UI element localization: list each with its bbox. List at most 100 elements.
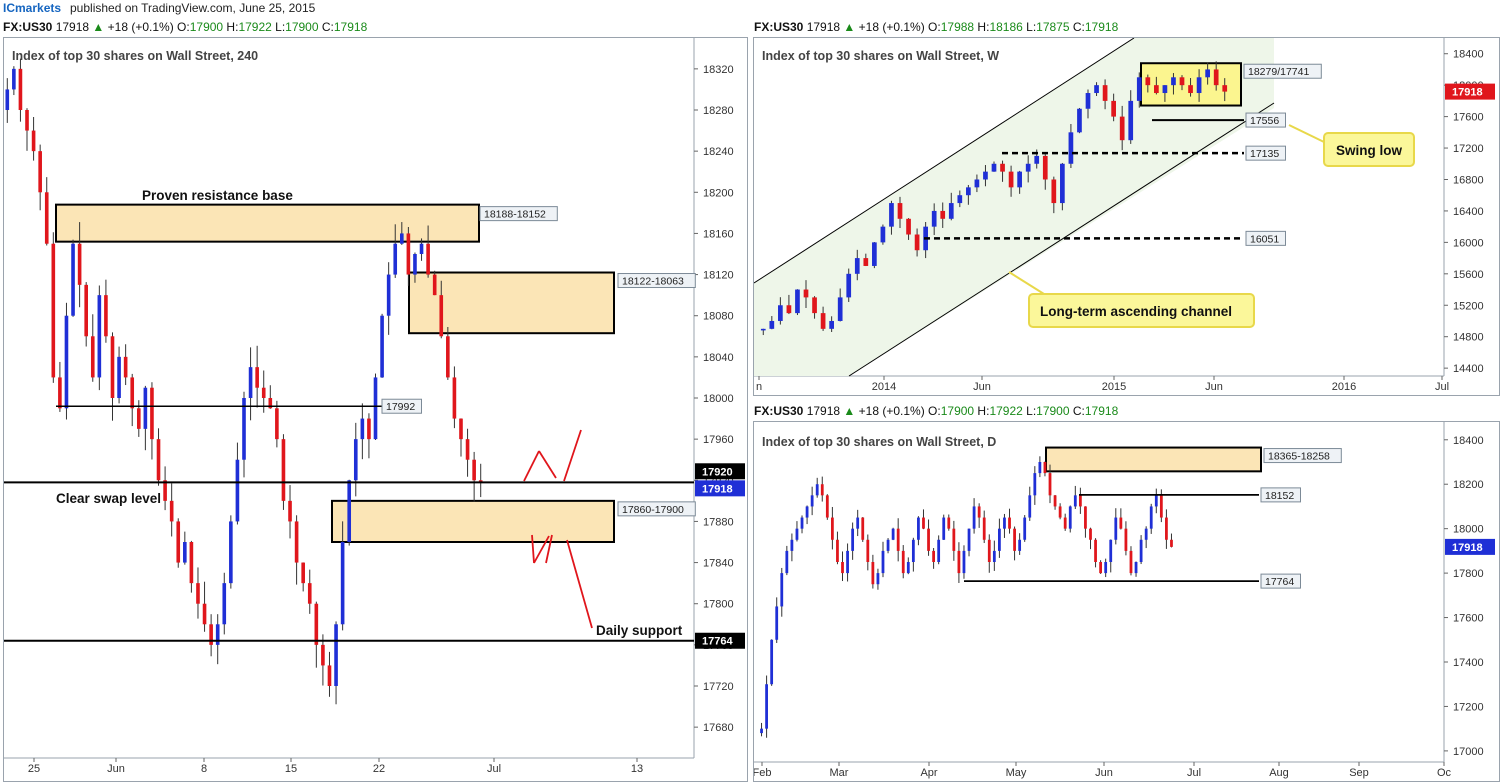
- candle-body: [770, 639, 774, 685]
- candle-body: [209, 624, 213, 645]
- y-tick-label: 18200: [1453, 479, 1484, 491]
- x-tick-label: 13: [631, 763, 643, 775]
- candle-body: [255, 367, 259, 388]
- h4-chart-panel[interactable]: 1768017720177601780017840178801792017960…: [3, 37, 748, 782]
- daily-symbol[interactable]: FX:US30: [754, 404, 804, 418]
- candle-body: [942, 517, 946, 540]
- candle-body: [972, 506, 976, 529]
- x-tick-label: Jul: [487, 763, 501, 775]
- candle-body: [914, 234, 920, 251]
- candle-body: [1213, 69, 1219, 86]
- candle-body: [44, 192, 49, 244]
- y-tick-label: 17200: [1453, 701, 1484, 713]
- candle-body: [1003, 517, 1006, 529]
- level-label: 17556: [1250, 115, 1279, 127]
- candle-body: [991, 163, 997, 172]
- candle-body: [104, 295, 108, 337]
- candle-body: [1111, 100, 1116, 117]
- projection-arrow: [563, 429, 582, 482]
- price-axis-marker-text: 17918: [1452, 87, 1483, 99]
- candle-body: [785, 550, 789, 574]
- zone-label: 18188-18152: [484, 209, 546, 221]
- annotation-swap-level: Clear swap level: [56, 491, 161, 506]
- projection-arrow: [533, 535, 550, 564]
- candle-body: [940, 210, 946, 219]
- candle-body: [897, 203, 903, 219]
- price-axis-marker-text: 17764: [702, 636, 733, 648]
- level-label: 18152: [1265, 490, 1294, 502]
- candle-body: [18, 68, 23, 110]
- candle-body: [432, 274, 437, 296]
- y-tick-label: 18280: [703, 105, 734, 117]
- h4-low: 17900: [285, 20, 319, 34]
- chart-title: Index of top 30 shares on Wall Street, 2…: [12, 49, 258, 63]
- candle-body: [1048, 473, 1052, 496]
- weekly-chart[interactable]: 14400 14800 15200 15600 16000 16400 16800 17200…: [754, 38, 1499, 395]
- x-tick-label: Aug: [1269, 767, 1289, 779]
- y-tick-label: 17400: [1453, 657, 1484, 669]
- chart-title: Index of top 30 shares on Wall Street, D: [762, 435, 996, 449]
- candle-body: [1077, 108, 1082, 133]
- candle-body: [1084, 506, 1087, 529]
- candle-body: [1129, 550, 1133, 574]
- y-tick-label: 18240: [703, 146, 734, 158]
- candle-body: [1053, 495, 1057, 507]
- candle-body: [967, 528, 971, 551]
- weekly-price: 17918: [806, 20, 841, 34]
- daily-chart-panel[interactable]: 17000 17200 17400 17600 17800 18000 18200 18400…: [753, 421, 1500, 782]
- candle-body: [982, 517, 986, 540]
- candle-body: [406, 233, 411, 275]
- y-tick-label: 15600: [1453, 269, 1484, 281]
- candle-body: [1196, 77, 1202, 94]
- candle-body: [1023, 517, 1027, 540]
- y-tick-label: 17840: [703, 558, 734, 570]
- candle-body: [889, 203, 894, 227]
- plot-area: [754, 422, 1444, 762]
- candle-body: [196, 583, 200, 604]
- candle-body: [1170, 539, 1173, 547]
- candle-body: [321, 644, 325, 666]
- candle-body: [459, 418, 463, 440]
- supply-demand-zone: [55, 203, 480, 243]
- zone-label: 18122-18063: [622, 276, 684, 288]
- supply-demand-zone: [1045, 446, 1262, 473]
- candle-body: [248, 367, 253, 398]
- candle-body: [803, 289, 809, 298]
- candle-body: [1063, 517, 1067, 529]
- level-label: 17992: [386, 401, 415, 413]
- candle-body: [183, 542, 187, 563]
- y-tick-label: 18000: [1453, 524, 1484, 536]
- weekly-chart-panel[interactable]: 14400 14800 15200 15600 16000 16400 16800 17200…: [753, 37, 1500, 396]
- candle-body: [294, 521, 299, 563]
- candle-body: [861, 517, 865, 540]
- h4-chart[interactable]: 1768017720177601780017840178801792017960…: [4, 38, 747, 781]
- candle-body: [917, 517, 920, 540]
- candle-body: [400, 233, 404, 244]
- candle-body: [760, 728, 763, 734]
- callout-box-swing-low: [1323, 132, 1415, 167]
- candle-body: [937, 539, 941, 562]
- candle-body: [360, 418, 365, 440]
- publisher-name[interactable]: ICmarkets: [3, 1, 62, 15]
- weekly-open: 17988: [940, 20, 975, 34]
- x-tick-label: Jun: [1095, 767, 1113, 779]
- candle-body: [380, 315, 384, 378]
- h4-change: +18 (+0.1%): [107, 20, 174, 34]
- daily-chart[interactable]: 17000 17200 17400 17600 17800 18000 18200 18400…: [754, 422, 1499, 781]
- weekly-symbol[interactable]: FX:US30: [754, 20, 804, 34]
- price-axis-marker-text: 17918: [702, 483, 733, 495]
- level-label-box: [1260, 573, 1301, 589]
- daily-change: +18 (+0.1%): [858, 404, 925, 418]
- x-tick-label: 2015: [1102, 381, 1126, 393]
- candle-body: [846, 550, 849, 574]
- callout-pointer: [1288, 124, 1325, 143]
- candle-body: [156, 439, 161, 481]
- candle-body: [307, 583, 312, 604]
- candle-body: [1145, 77, 1151, 86]
- candle-body: [1094, 85, 1099, 94]
- level-label: 17764: [1265, 576, 1294, 588]
- candle-body: [1094, 539, 1097, 562]
- candle-body: [841, 562, 844, 574]
- h4-symbol[interactable]: FX:US30: [3, 20, 53, 34]
- candle-body: [439, 295, 444, 337]
